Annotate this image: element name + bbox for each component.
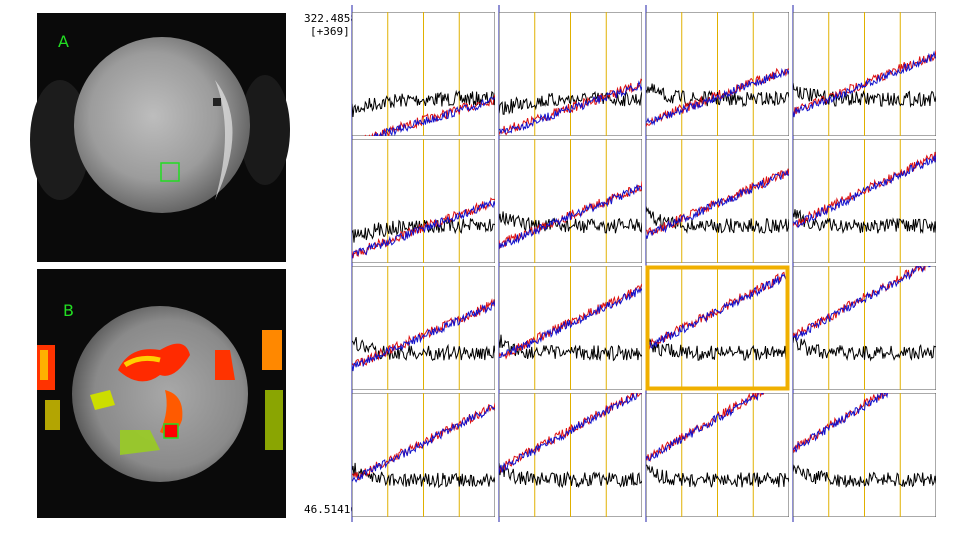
signal-trace [793, 333, 936, 362]
signal-trace [499, 393, 642, 474]
signal-trace [793, 266, 931, 342]
signal-trace [793, 82, 936, 108]
signal-trace [793, 50, 936, 118]
signal-cell [499, 139, 642, 263]
signal-trace [646, 393, 764, 462]
signal-trace [499, 183, 642, 250]
signal-trace [499, 334, 642, 362]
signal-trace [793, 209, 936, 235]
roi-box [160, 162, 180, 182]
signal-cell [646, 139, 789, 263]
signal-cell [499, 266, 642, 390]
signal-cell [793, 12, 936, 136]
signal-trace [499, 463, 642, 489]
signal-trace [352, 200, 495, 259]
signal-trace [793, 464, 936, 489]
signal-cell [646, 12, 789, 136]
signal-cell [499, 12, 642, 136]
signal-trace [352, 89, 495, 117]
image-a: A [30, 13, 290, 262]
signal-cell [352, 139, 495, 263]
scale-min: 46.51416 [304, 503, 357, 516]
signal-cell [793, 266, 936, 390]
signal-trace [352, 299, 495, 372]
signal-trace [352, 405, 495, 483]
signal-trace [793, 393, 890, 453]
signal-trace [499, 80, 642, 135]
signal-cell [352, 12, 495, 136]
signal-trace [499, 181, 642, 250]
signal-trace [361, 94, 495, 136]
panel-label: B [63, 301, 74, 320]
image-b: B [37, 269, 286, 518]
signal-cell [646, 393, 789, 517]
signal-trace [646, 170, 789, 239]
signal-trace [793, 154, 936, 229]
signal-trace [370, 96, 495, 136]
scale-offset: [+369] [310, 25, 350, 38]
signal-cell [352, 266, 495, 390]
selected-cell [645, 265, 790, 391]
signal-cell [793, 139, 936, 263]
signal-trace [352, 462, 495, 489]
signal-trace [352, 298, 495, 367]
signal-cell [352, 393, 495, 517]
signal-cell [499, 393, 642, 517]
panel-label: A [58, 32, 69, 51]
signal-trace [646, 67, 789, 126]
signal-trace [646, 273, 789, 351]
signal-grid [351, 5, 936, 522]
signal-cell [646, 266, 789, 390]
signal-trace [499, 90, 642, 115]
signal-trace [352, 197, 495, 259]
signal-trace [499, 211, 642, 234]
signal-trace [499, 287, 642, 359]
signal-trace [352, 336, 495, 362]
scale-max: 322.4858 [304, 12, 357, 25]
signal-cell [793, 393, 936, 517]
signal-trace [646, 83, 789, 108]
signal-trace [646, 338, 789, 361]
signal-trace [646, 464, 789, 488]
